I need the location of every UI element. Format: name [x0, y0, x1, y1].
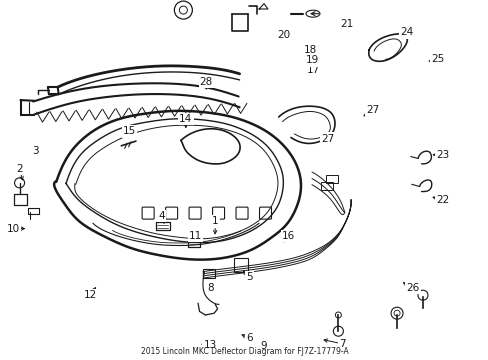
Text: 16: 16	[281, 231, 295, 241]
Text: 27: 27	[320, 134, 334, 144]
Text: 2015 Lincoln MKC Deflector Diagram for FJ7Z-17779-A: 2015 Lincoln MKC Deflector Diagram for F…	[141, 346, 347, 356]
Text: 1: 1	[211, 216, 218, 226]
Text: 17: 17	[305, 65, 319, 75]
Text: 5: 5	[245, 272, 252, 282]
Text: 21: 21	[340, 19, 353, 30]
Text: 2: 2	[16, 164, 23, 174]
Text: 19: 19	[305, 55, 318, 66]
Text: 28: 28	[199, 77, 213, 87]
Text: 4: 4	[158, 211, 164, 221]
Text: 9: 9	[260, 341, 267, 351]
Text: 10: 10	[7, 224, 20, 234]
Text: 18: 18	[303, 45, 317, 55]
Text: 25: 25	[430, 54, 444, 64]
Text: 23: 23	[435, 150, 448, 160]
Text: 7: 7	[338, 339, 345, 349]
Text: 27: 27	[365, 105, 379, 115]
Text: 26: 26	[406, 283, 419, 293]
Text: 20: 20	[277, 30, 289, 40]
Text: 6: 6	[245, 333, 252, 343]
Text: 8: 8	[206, 283, 213, 293]
Text: 3: 3	[32, 146, 39, 156]
Text: 15: 15	[122, 126, 136, 136]
Text: 11: 11	[188, 231, 202, 241]
Text: 13: 13	[203, 340, 217, 350]
Text: 24: 24	[399, 27, 413, 37]
Text: 14: 14	[179, 114, 192, 124]
Text: 12: 12	[83, 290, 97, 300]
Text: 22: 22	[435, 195, 448, 205]
